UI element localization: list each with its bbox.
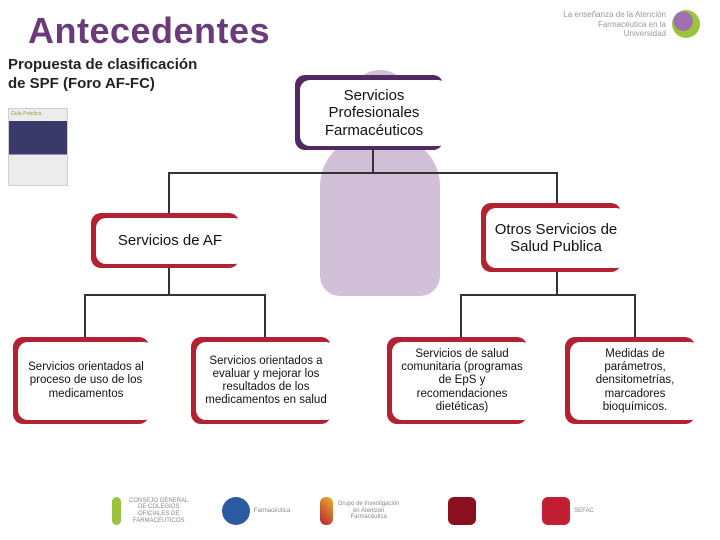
- footer-logo-icon: [112, 497, 121, 525]
- footer-logo-farmaceutica: Farmacéutica: [216, 493, 296, 529]
- node-proceso-uso: Servicios orientados al proceso de uso d…: [18, 342, 154, 420]
- footer-logo-text: SEFAC: [574, 508, 594, 515]
- node-otros-servicios-label: Otros Servicios de Salud Publica: [486, 217, 626, 260]
- connector: [84, 294, 266, 296]
- footer-logo-icon: [448, 497, 476, 525]
- footer-logo-grupo: Grupo de Investigación en Atención Farma…: [320, 493, 400, 529]
- subtitle-line-2: de SPF (Foro AF-FC): [8, 75, 720, 94]
- connector: [556, 172, 558, 208]
- subtitle: Propuesta de clasificación de SPF (Foro …: [0, 52, 720, 94]
- connector: [168, 172, 170, 218]
- guide-thumbnail: Guía Práctica: [8, 108, 68, 186]
- connector: [264, 294, 266, 342]
- connector: [460, 294, 636, 296]
- footer-logo-sefh: [424, 493, 504, 529]
- node-evaluar-mejorar: Servicios orientados a evaluar y mejorar…: [196, 342, 336, 420]
- node-otros-servicios: Otros Servicios de Salud Publica: [486, 208, 626, 268]
- footer-logo-icon: [542, 497, 570, 525]
- footer-logo-text: Grupo de Investigación en Atención Farma…: [337, 501, 400, 521]
- node-medidas-parametros: Medidas de parámetros, densitometrías, m…: [570, 342, 700, 420]
- footer-logo-text: Farmacéutica: [254, 508, 290, 515]
- node-servicios-af-label: Servicios de AF: [112, 228, 228, 253]
- footer-logo-text: CONSEJO GENERAL DE COLEGIOS OFICIALES DE…: [125, 498, 192, 524]
- footer-logo-strip: CONSEJO GENERAL DE COLEGIOS OFICIALES DE…: [0, 488, 720, 534]
- top-right-logo: La enseñanza de la Atención Farmacéutica…: [556, 10, 700, 39]
- connector: [168, 172, 558, 174]
- node-proceso-uso-label: Servicios orientados al proceso de uso d…: [18, 357, 154, 405]
- top-right-logo-text: La enseñanza de la Atención Farmacéutica…: [556, 10, 666, 39]
- footer-logo-sefac: SEFAC: [528, 493, 608, 529]
- connector: [556, 268, 558, 294]
- connector: [372, 146, 374, 172]
- connector: [84, 294, 86, 342]
- node-evaluar-mejorar-label: Servicios orientados a evaluar y mejorar…: [196, 351, 336, 412]
- connector: [634, 294, 636, 342]
- node-servicios-af: Servicios de AF: [96, 218, 244, 264]
- footer-logo-icon: [320, 497, 333, 525]
- subtitle-line-1: Propuesta de clasificación: [8, 56, 720, 75]
- connector: [460, 294, 462, 342]
- top-right-logo-icon: [672, 10, 700, 38]
- page-title: Antecedentes: [28, 10, 270, 52]
- footer-logo-icon: [222, 497, 250, 525]
- footer-logo-consejo: CONSEJO GENERAL DE COLEGIOS OFICIALES DE…: [112, 493, 192, 529]
- guide-thumbnail-label: Guía Práctica: [11, 111, 41, 117]
- node-medidas-parametros-label: Medidas de parámetros, densitometrías, m…: [570, 344, 700, 418]
- node-salud-comunitaria-label: Servicios de salud comunitaria (programa…: [392, 344, 532, 418]
- node-salud-comunitaria: Servicios de salud comunitaria (programa…: [392, 342, 532, 420]
- connector: [168, 264, 170, 294]
- org-chart: Servicios Profesionales Farmacéuticos Se…: [0, 60, 720, 480]
